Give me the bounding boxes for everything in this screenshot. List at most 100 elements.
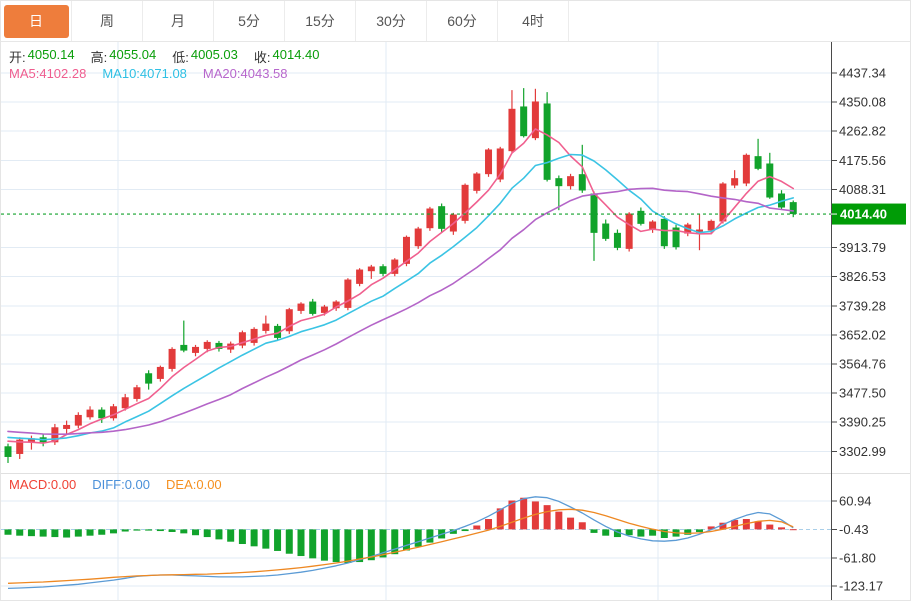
candle-body <box>356 269 364 284</box>
y-axis-label: 60.94 <box>839 494 872 509</box>
ma5-label: MA5: <box>9 66 40 81</box>
tab-day[interactable]: 日 <box>1 1 72 41</box>
tab-4hour[interactable]: 4时 <box>498 1 569 41</box>
close-value: 4014.40 <box>272 47 320 62</box>
y-axis-label: 4350.08 <box>839 95 886 110</box>
candle-body <box>555 178 563 187</box>
candle-body <box>695 229 703 233</box>
candle-body <box>496 148 504 180</box>
tab-month[interactable]: 月 <box>143 1 214 41</box>
candle-body <box>203 341 211 349</box>
dea-value: 0.00 <box>196 477 222 492</box>
macd-histogram-bar <box>145 529 153 531</box>
open-field: 开: 4050.14 <box>9 47 75 66</box>
macd-histogram-bar <box>4 529 12 535</box>
candle-body <box>16 439 24 454</box>
macd-histogram-bar <box>344 529 352 563</box>
macd-histogram-bar <box>543 505 551 530</box>
macd-header: MACD: 0.00 DIFF: 0.00 DEA: 0.00 <box>9 477 222 492</box>
candle-body <box>531 101 539 139</box>
macd-histogram-bar <box>121 529 129 532</box>
macd-histogram-bar <box>766 524 774 530</box>
close-label: 收: <box>253 50 271 65</box>
candle-body <box>473 173 481 191</box>
macd-histogram-bar <box>531 501 539 530</box>
macd-histogram-bar <box>590 529 598 533</box>
macd-histogram-bar <box>660 529 668 538</box>
ma10-label: MA10: <box>102 66 140 81</box>
macd-histogram-bar <box>215 529 223 540</box>
macd-histogram-bar <box>74 529 82 537</box>
tab-week[interactable]: 周 <box>72 1 143 41</box>
macd-histogram-bar <box>356 529 364 563</box>
y-axis-label: 3826.53 <box>839 269 886 284</box>
candle-body <box>274 325 282 338</box>
y-axis-label: 3302.99 <box>839 444 886 459</box>
tab-60min[interactable]: 60分 <box>427 1 498 41</box>
macd-label: MACD: <box>9 477 51 492</box>
macd-histogram-bar <box>473 525 481 530</box>
diff-field: DIFF: 0.00 <box>92 477 150 492</box>
tab-5min[interactable]: 5分 <box>214 1 285 41</box>
macd-histogram-bar <box>309 529 317 559</box>
candle-body <box>402 236 410 264</box>
candle-body <box>27 438 35 443</box>
macd-histogram-bar <box>133 529 141 531</box>
ohlc-header: 开: 4050.14 高: 4055.04 低: 4005.03 收: 4014.40 <box>9 47 320 66</box>
macd-histogram-bar <box>613 529 621 538</box>
macd-histogram-bar <box>649 529 657 536</box>
macd-histogram-bar <box>250 529 258 547</box>
candle-body <box>379 266 387 274</box>
ma20-value: 4043.58 <box>240 66 288 81</box>
dea-line <box>7 508 794 584</box>
candle-body <box>731 178 739 186</box>
tab-label: 30分 <box>376 13 406 29</box>
candle-body <box>602 223 610 239</box>
y-axis-label: 3564.76 <box>839 357 886 372</box>
macd-histogram-bar <box>426 529 434 543</box>
candle-body <box>754 156 762 169</box>
candle-body <box>109 406 117 419</box>
candle-body <box>578 174 586 191</box>
candle-body <box>590 193 598 233</box>
ma20-line <box>7 187 795 436</box>
y-axis-label: 3390.25 <box>839 415 886 430</box>
macd-histogram-bar <box>109 529 117 534</box>
macd-histogram-bar <box>180 529 188 534</box>
tab-15min[interactable]: 15分 <box>285 1 356 41</box>
macd-histogram-bar <box>414 529 422 547</box>
y-axis-label: 4088.31 <box>839 182 886 197</box>
macd-histogram-bar <box>637 529 645 537</box>
candle-body <box>63 424 71 429</box>
high-label: 高: <box>90 50 108 65</box>
y-axis-label: -123.17 <box>839 579 883 594</box>
kline-plot-area[interactable] <box>1 42 831 473</box>
candle-body <box>156 366 164 379</box>
tab-label: 日 <box>3 4 69 38</box>
macd-histogram-bar <box>602 529 610 536</box>
macd-histogram-bar <box>192 529 200 536</box>
macd-histogram-bar <box>625 529 633 536</box>
macd-histogram-bar <box>320 529 328 561</box>
macd-histogram-bar <box>731 519 739 530</box>
macd-histogram-bar <box>274 529 282 551</box>
macd-histogram-bar <box>695 529 703 532</box>
candle-body <box>567 176 575 187</box>
dea-field: DEA: 0.00 <box>166 477 222 492</box>
macd-plot-area[interactable] <box>1 474 831 601</box>
ma10-value: 4071.08 <box>139 66 187 81</box>
candle-body <box>145 373 153 384</box>
tab-30min[interactable]: 30分 <box>356 1 427 41</box>
candle-body <box>74 414 82 426</box>
y-axis-label: 4175.56 <box>839 153 886 168</box>
candle-body <box>766 163 774 198</box>
candle-body <box>742 154 750 184</box>
candle-body <box>625 213 633 249</box>
candle-body <box>297 303 305 311</box>
high-value: 4055.04 <box>109 47 157 62</box>
open-label: 开: <box>9 50 26 65</box>
ma10-line <box>7 153 795 441</box>
y-axis-label: 4262.82 <box>839 124 886 139</box>
ma-header: MA5: 4102.28 MA10: 4071.08 MA20: 4043.58 <box>9 66 288 81</box>
